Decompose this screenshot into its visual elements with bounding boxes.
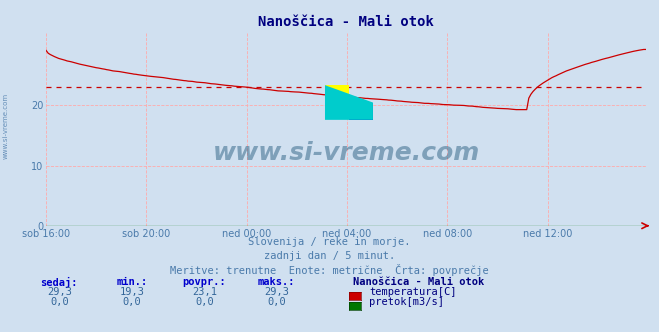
Text: zadnji dan / 5 minut.: zadnji dan / 5 minut. — [264, 251, 395, 261]
Text: sedaj:: sedaj: — [41, 277, 78, 288]
Text: 29,3: 29,3 — [47, 287, 72, 297]
Bar — [349, 103, 373, 120]
Bar — [325, 85, 349, 103]
Text: 0,0: 0,0 — [50, 297, 69, 307]
Text: 0,0: 0,0 — [195, 297, 214, 307]
Text: 0,0: 0,0 — [123, 297, 141, 307]
Text: 19,3: 19,3 — [119, 287, 144, 297]
Text: Slovenija / reke in morje.: Slovenija / reke in morje. — [248, 237, 411, 247]
Text: maks.:: maks.: — [258, 277, 295, 287]
Text: www.si-vreme.com: www.si-vreme.com — [212, 140, 480, 165]
Text: min.:: min.: — [116, 277, 148, 287]
Text: www.si-vreme.com: www.si-vreme.com — [2, 93, 9, 159]
Polygon shape — [325, 85, 373, 120]
Text: 0,0: 0,0 — [268, 297, 286, 307]
Text: povpr.:: povpr.: — [183, 277, 226, 287]
Text: 23,1: 23,1 — [192, 287, 217, 297]
Text: 29,3: 29,3 — [264, 287, 289, 297]
Text: Nanoščica - Mali otok: Nanoščica - Mali otok — [353, 277, 484, 287]
Title: Nanoščica - Mali otok: Nanoščica - Mali otok — [258, 15, 434, 29]
Text: pretok[m3/s]: pretok[m3/s] — [369, 297, 444, 307]
Text: temperatura[C]: temperatura[C] — [369, 287, 457, 297]
Text: Meritve: trenutne  Enote: metrične  Črta: povprečje: Meritve: trenutne Enote: metrične Črta: … — [170, 264, 489, 276]
